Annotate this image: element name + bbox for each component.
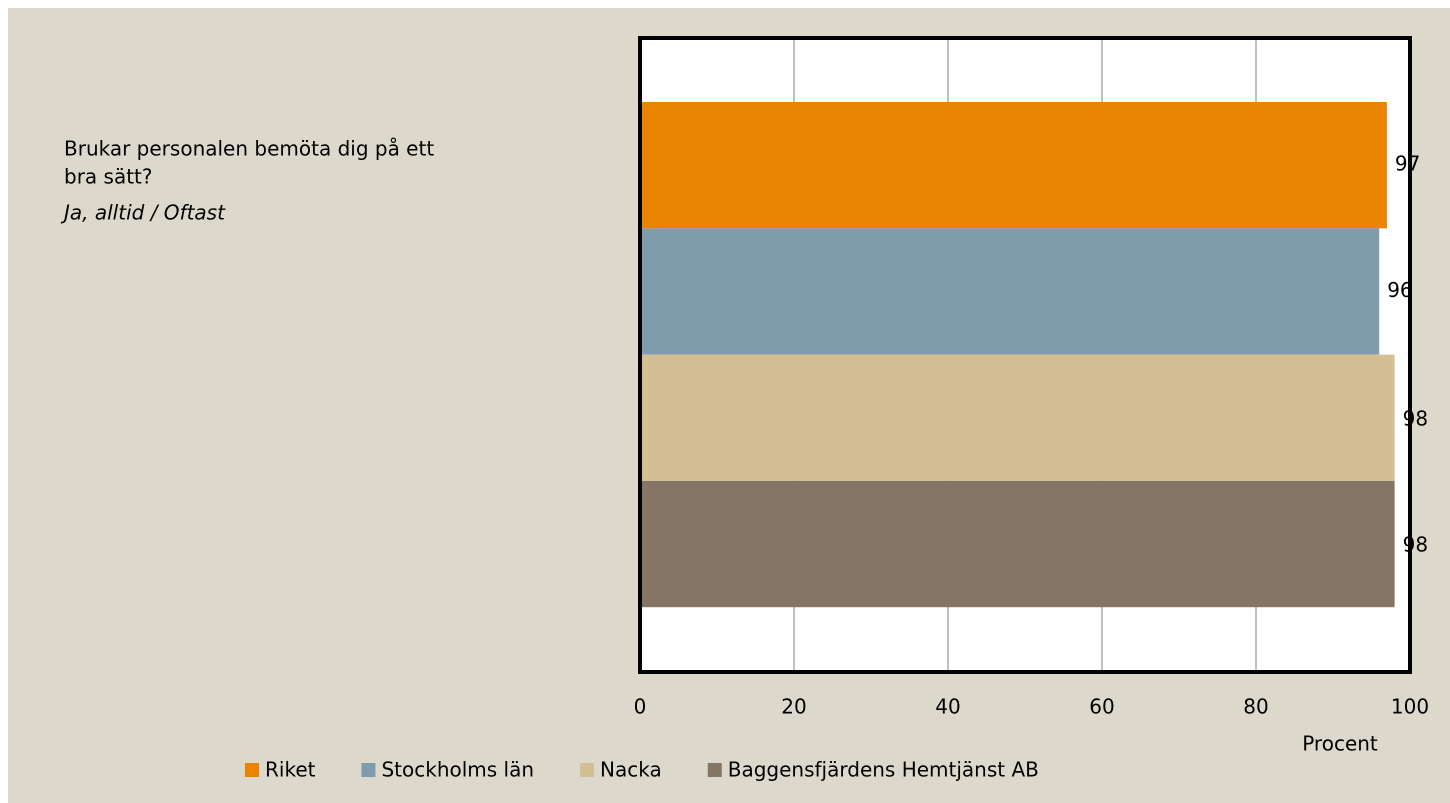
x-tick-label: 60 [1089,695,1114,719]
data-label: 96 [1387,278,1412,302]
x-tick-label: 0 [634,695,647,719]
data-label: 98 [1403,533,1428,557]
data-label: 97 [1395,152,1420,176]
bar [640,354,1395,481]
bar [640,480,1395,608]
x-tick-label: 40 [935,695,960,719]
chart-subtitle: Ja, alltid / Oftast [60,201,226,225]
data-label: 98 [1403,406,1428,430]
legend-swatch [245,763,259,777]
x-tick-label: 20 [781,695,806,719]
chart-title-line2: bra sätt? [64,165,153,189]
legend-label: Baggensfjärdens Hemtjänst AB [728,758,1039,782]
bar [640,102,1387,229]
x-tick-label: 80 [1243,695,1268,719]
plot-border [638,36,1412,674]
legend-label: Nacka [600,758,662,782]
x-axis-label: Procent [1302,732,1378,756]
x-tick-label: 100 [1391,695,1429,719]
chart-title-line1: Brukar personalen bemöta dig på ett [64,137,434,161]
legend-swatch [361,763,376,777]
legend-label: Riket [265,758,316,782]
legend-swatch [580,763,595,777]
legend-label: Stockholms län [381,758,534,782]
bar [640,228,1380,355]
legend-swatch [707,763,722,777]
